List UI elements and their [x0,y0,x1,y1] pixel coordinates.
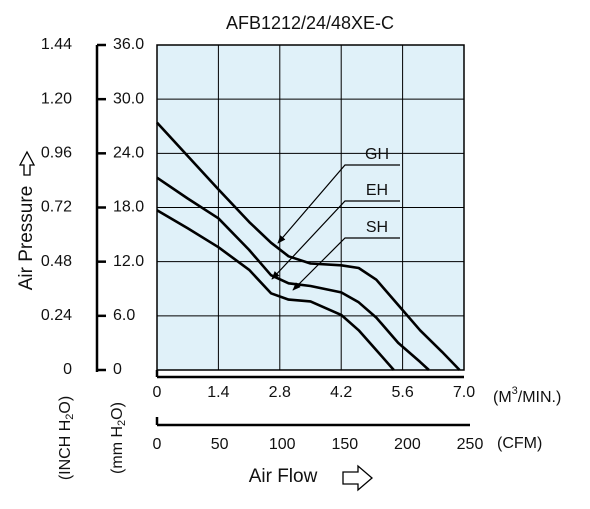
y-tick-label: 12.0 [113,253,144,270]
x-tick-label: 1.4 [207,384,229,401]
curve-label: GH [365,146,389,163]
y2-tick-label: 0.72 [41,199,72,216]
x-tick-label: 7.0 [453,384,475,401]
unit-part: (mm H [109,426,126,474]
x-tick-label: 4.2 [330,384,352,401]
y2-tick-label: 0.24 [41,307,72,324]
y2-unit: (INCH H2O) [57,396,76,480]
y-tick-label: 18.0 [113,199,144,216]
leader-line [271,200,400,280]
up-arrow-icon [18,150,36,176]
chart-title: AFB1212/24/48XE-C [226,13,394,33]
x2-tick-label: 0 [153,436,162,453]
curve-label: SH [366,219,388,236]
x2-unit: (CFM) [497,435,542,452]
x2-tick-label: 150 [331,436,358,453]
right-arrow-icon [342,464,373,492]
y2-tick-label: 0.48 [41,253,72,270]
y-tick-label: 36.0 [113,36,144,53]
unit-part: (INCH H [57,420,74,480]
x-tick-label: 2.8 [269,384,291,401]
unit-part: O) [109,402,126,420]
y2-tick-label: 1.20 [41,90,72,107]
y2-tick-label: 1.44 [41,36,72,53]
unit-sup: 3 [512,385,518,397]
unit-sub: 2 [116,420,128,426]
x-axis-label: Air Flow [249,466,318,487]
unit-part: /MIN.) [518,389,562,406]
x-tick-label: 5.6 [391,384,413,401]
y-tick-label: 24.0 [113,145,144,162]
curve-label: EH [366,182,388,199]
unit-part: O) [57,396,74,414]
y-tick-label: 30.0 [113,90,144,107]
x2-tick-label: 100 [269,436,296,453]
y-tick-label: 0 [113,361,122,378]
y-tick-label: 6.0 [113,307,135,324]
x2-tick-label: 50 [211,436,229,453]
y-unit: (mm H2O) [109,402,128,474]
leader-line [277,164,400,244]
x2-tick-label: 200 [394,436,421,453]
x2-tick-label: 250 [457,436,484,453]
curve [156,209,395,371]
y2-tick-label: 0.96 [41,145,72,162]
curve [156,176,430,371]
unit-sub: 2 [64,414,76,420]
unit-part: (M [493,389,512,406]
x-unit: (M3/MIN.) [493,385,561,406]
x-tick-label: 0 [153,384,162,401]
curve [156,121,461,371]
y-axis-label: Air Pressure [16,186,37,291]
y2-tick-label: 0 [63,361,72,378]
leader-line [292,237,400,291]
